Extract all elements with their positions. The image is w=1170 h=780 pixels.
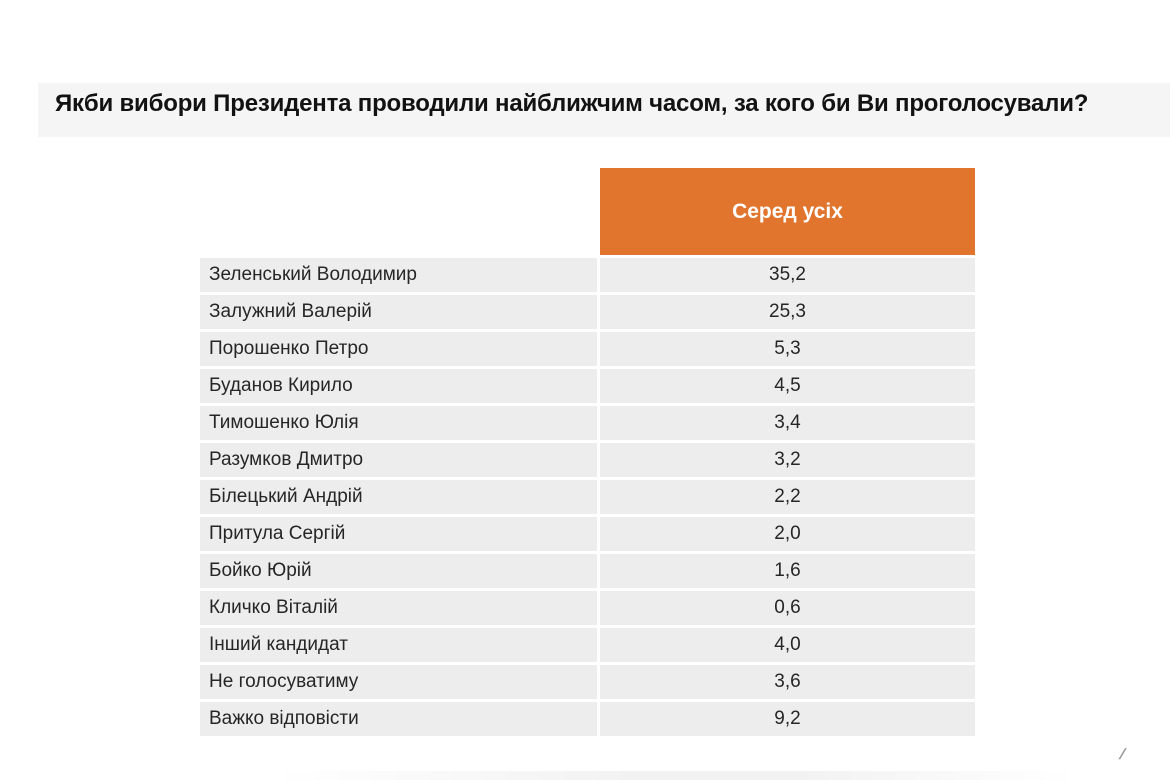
table-row: Разумков Дмитро 3,2	[200, 443, 975, 477]
candidate-name-cell: Залужний Валерій	[200, 295, 597, 329]
table-row: Тимошенко Юлія 3,4	[200, 406, 975, 440]
table-row: Зеленський Володимир 35,2	[200, 258, 975, 292]
candidate-value-cell: 3,4	[600, 406, 975, 440]
candidate-name-cell: Буданов Кирило	[200, 369, 597, 403]
table-row: Буданов Кирило 4,5	[200, 369, 975, 403]
candidate-value-cell: 2,0	[600, 517, 975, 551]
candidate-value-cell: 4,5	[600, 369, 975, 403]
candidate-value-cell: 1,6	[600, 554, 975, 588]
table-body: Зеленський Володимир 35,2 Залужний Валер…	[200, 258, 975, 736]
table-row: Важко відповісти 9,2	[200, 702, 975, 736]
name-column-header-spacer	[200, 168, 597, 255]
table-row: Кличко Віталій 0,6	[200, 591, 975, 625]
candidate-value-cell: 5,3	[600, 332, 975, 366]
column-header-sered-usikh: Серед усіх	[600, 168, 975, 255]
candidate-value-cell: 3,6	[600, 665, 975, 699]
candidate-value-cell: 9,2	[600, 702, 975, 736]
candidate-name-cell: Білецький Андрій	[200, 480, 597, 514]
table-row: Залужний Валерій 25,3	[200, 295, 975, 329]
candidate-name-cell: Разумков Дмитро	[200, 443, 597, 477]
table-row: Порошенко Петро 5,3	[200, 332, 975, 366]
candidate-name-cell: Не голосуватиму	[200, 665, 597, 699]
candidate-value-cell: 4,0	[600, 628, 975, 662]
candidate-name-cell: Кличко Віталій	[200, 591, 597, 625]
table-row: Притула Сергій 2,0	[200, 517, 975, 551]
candidate-value-cell: 2,2	[600, 480, 975, 514]
bottom-shade	[270, 771, 1080, 780]
candidate-value-cell: 0,6	[600, 591, 975, 625]
table-row: Білецький Андрій 2,2	[200, 480, 975, 514]
candidate-value-cell: 25,3	[600, 295, 975, 329]
candidate-name-cell: Бойко Юрій	[200, 554, 597, 588]
table-row: Не голосуватиму 3,6	[200, 665, 975, 699]
table-header-row: Серед усіх	[200, 168, 975, 255]
candidate-name-cell: Порошенко Петро	[200, 332, 597, 366]
candidate-name-cell: Притула Сергій	[200, 517, 597, 551]
title-band	[38, 83, 1170, 137]
table-row: Бойко Юрій 1,6	[200, 554, 975, 588]
table-row: Інший кандидат 4,0	[200, 628, 975, 662]
candidate-name-cell: Тимошенко Юлія	[200, 406, 597, 440]
candidate-name-cell: Важко відповісти	[200, 702, 597, 736]
page-title: Якби вибори Президента проводили найближ…	[55, 90, 1089, 117]
candidate-name-cell: Зеленський Володимир	[200, 258, 597, 292]
poll-results-table: Серед усіх Зеленський Володимир 35,2 Зал…	[200, 168, 975, 739]
candidate-value-cell: 35,2	[600, 258, 975, 292]
candidate-name-cell: Інший кандидат	[200, 628, 597, 662]
candidate-value-cell: 3,2	[600, 443, 975, 477]
watermark-mark: /	[1118, 746, 1126, 763]
